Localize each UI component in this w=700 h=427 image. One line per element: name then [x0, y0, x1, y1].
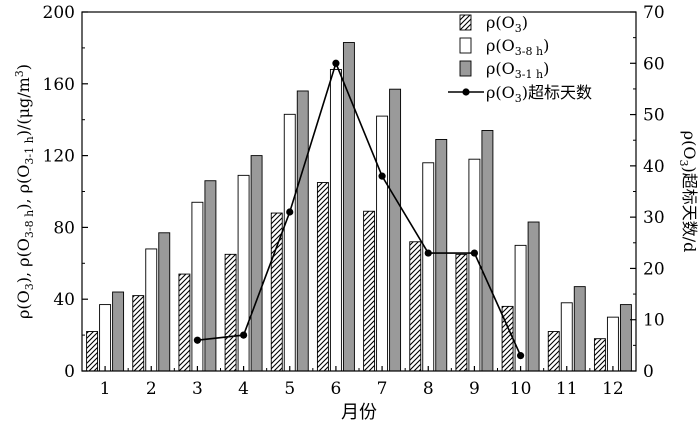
exceedance-point-9	[470, 249, 479, 257]
exceedance-line	[193, 59, 525, 360]
bar-white-9	[468, 158, 481, 372]
y2-tick-label: 30	[643, 208, 665, 228]
bar-white-4	[237, 174, 250, 372]
bar-gray-8	[435, 138, 448, 372]
bar-hatched-12	[593, 338, 606, 372]
y-tick-label: 200	[43, 3, 75, 23]
exceedance-point-3	[193, 336, 202, 344]
y2-tick-label: 0	[643, 362, 654, 382]
y2-tick-label: 20	[643, 259, 665, 279]
bar-gray-12	[619, 304, 632, 372]
x-axis-title: 月份	[341, 402, 377, 423]
y-tick-label: 40	[53, 290, 75, 310]
y2-tick-label: 60	[643, 54, 665, 74]
legend-label: ρ(O3​)超标天数	[486, 83, 592, 105]
exceedance-point-5	[286, 208, 294, 216]
exceedance-point-6	[332, 59, 340, 67]
bar-gray-11	[573, 286, 586, 372]
legend-label: ρ(O3-8 h​)	[486, 36, 549, 58]
x-tick-label-3: 3	[192, 379, 203, 399]
x-tick-label-7: 7	[377, 379, 388, 399]
bar-gray-6	[342, 42, 355, 372]
legend: ρ(O3​)ρ(O3-8 h​)ρ(O3-1 h​)ρ(O3​)超标天数	[448, 13, 592, 105]
exceedance-point-10	[516, 352, 525, 360]
bar-hatched-7	[363, 210, 376, 372]
bar-gray-5	[296, 90, 309, 372]
y-tick-label: 0	[64, 362, 75, 382]
exceedance-point-7	[378, 172, 386, 180]
x-tick-label-2: 2	[146, 379, 157, 399]
exceedance-point-4	[239, 331, 248, 339]
bar-hatched-2	[132, 295, 145, 372]
bar-white-2	[145, 248, 158, 372]
bar-white-5	[283, 113, 296, 372]
bar-white-12	[606, 316, 619, 372]
y2-tick-label: 40	[643, 157, 665, 177]
y2-tick-label: 50	[643, 106, 665, 126]
y-tick-label: 120	[43, 147, 75, 167]
bar-hatched-9	[455, 253, 468, 372]
bar-white-1	[99, 304, 112, 372]
y-axis-title: ρ(O3​), ρ(O3-8 h​), ρ(O3-1 h​)/(μg/m3​)	[13, 64, 36, 319]
exceedance-point-8	[424, 249, 432, 257]
bar-hatched-4	[224, 253, 237, 372]
x-tick-label-11: 11	[556, 379, 578, 399]
legend-label: ρ(O3-1 h​)	[486, 59, 549, 81]
y2-axis-title: ρ(O3​)超标天数/d	[677, 131, 699, 253]
x-tick-label-9: 9	[469, 379, 480, 399]
bar-white-8	[422, 162, 435, 372]
x-tick-label-4: 4	[238, 379, 249, 399]
legend-label: ρ(O3​)	[486, 13, 528, 35]
y-tick-label: 160	[43, 75, 75, 95]
y2-tick-label: 10	[643, 311, 665, 331]
bar-white-6	[329, 68, 342, 372]
bar-white-11	[560, 302, 573, 372]
x-tick-label-12: 12	[602, 379, 624, 399]
bar-gray-4	[250, 155, 263, 372]
bar-gray-7	[389, 88, 402, 372]
exceedance-days-line	[197, 60, 522, 356]
bar-white-3	[191, 201, 204, 372]
y-tick-label: 80	[53, 218, 75, 238]
bar-gray-9	[481, 130, 494, 372]
x-tick-label-5: 5	[284, 379, 295, 399]
x-tick-label-8: 8	[423, 379, 434, 399]
x-tick-label-10: 10	[510, 379, 532, 399]
bar-hatched-11	[547, 331, 560, 372]
x-tick-label-6: 6	[331, 379, 342, 399]
bar-hatched-8	[409, 241, 422, 372]
legend-swatch-hatched	[459, 14, 472, 31]
y2-tick-label: 70	[643, 3, 665, 23]
x-tick-label-1: 1	[100, 379, 111, 399]
bar-hatched-6	[316, 182, 329, 372]
bar-hatched-3	[178, 273, 191, 372]
bar-gray-2	[158, 232, 171, 372]
bar-gray-3	[204, 180, 217, 372]
legend-marker	[462, 88, 470, 96]
bar-hatched-1	[86, 331, 99, 372]
bars	[86, 42, 632, 372]
bar-gray-10	[527, 221, 540, 372]
bar-gray-1	[112, 291, 125, 372]
bar-hatched-10	[501, 305, 514, 372]
legend-swatch-gray	[459, 60, 472, 77]
bar-white-7	[376, 115, 389, 372]
legend-swatch-white	[459, 37, 472, 54]
